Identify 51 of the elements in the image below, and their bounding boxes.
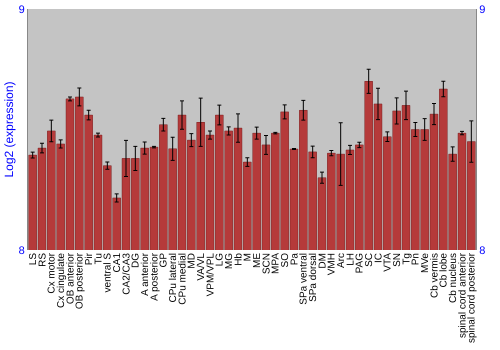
x-tick-label: Cx motor	[46, 252, 58, 294]
x-tick-label: OB posterior	[74, 252, 86, 310]
x-tick-label: SPa dorsal	[308, 253, 319, 302]
x-tick-label: GP	[158, 252, 170, 268]
y-axis-title: Log2 (expression)	[2, 81, 16, 178]
y2-tick-label: 9	[479, 4, 486, 16]
x-tick-label: VMH	[326, 253, 338, 276]
x-tick-label: MG	[224, 252, 235, 270]
x-tick-label: CA2/CA3	[121, 252, 132, 295]
x-tick-label: Tu	[93, 253, 104, 264]
x-tick-label: DM	[317, 253, 328, 269]
x-tick-label: CPu lateral	[168, 253, 179, 302]
x-tick-label: VA/VL	[196, 252, 207, 281]
x-tick-label: spinal cord posterior	[466, 252, 478, 344]
x-tick-label: CPu medial	[177, 253, 188, 305]
x-tick-label: Hb	[233, 252, 244, 266]
x-tick-label: Pa	[289, 252, 300, 266]
x-tick-label: MPA	[270, 252, 282, 274]
y2-tick-label: 8	[479, 244, 486, 257]
x-tick-label: Cx cingulate	[56, 252, 67, 308]
x-tick-label: DG	[130, 252, 142, 268]
x-tick-label: IC	[373, 253, 384, 263]
x-tick-label: LG	[214, 252, 226, 266]
x-tick-label: Pir	[84, 252, 95, 266]
x-tick-label: Tg	[401, 253, 412, 265]
x-tick-label: VPM/VPL	[205, 252, 216, 296]
x-tick-label: SN	[392, 253, 403, 267]
x-tick-label: Cb vermis	[429, 253, 440, 298]
x-tick-label: ME	[252, 252, 263, 268]
x-tick-label: SPa ventral	[298, 253, 310, 305]
x-tick-label: RS	[37, 252, 48, 267]
x-tick-label: SCN	[261, 253, 272, 274]
x-tick-label: SO	[280, 252, 291, 268]
x-tick-label: Cb lobe	[438, 252, 450, 288]
x-tick-label: ventral S	[102, 252, 114, 292]
x-tick-label: A posterior	[149, 252, 160, 301]
x-tick-label: OB anterior	[65, 252, 76, 304]
x-tick-label: LS	[28, 252, 39, 266]
x-tick-label: PAG	[354, 252, 366, 274]
x-tick-label: MD	[186, 253, 198, 269]
x-tick-label: Arc	[336, 253, 347, 268]
x-tick-label: CA1	[112, 252, 123, 272]
x-tick-label: SC	[364, 253, 375, 267]
x-tick-label: M	[242, 253, 254, 262]
x-tick-label: VTA	[382, 252, 394, 272]
x-tick-label: LH	[345, 253, 356, 266]
x-tick-label: A anterior	[140, 252, 151, 296]
x-tick-label: Pn	[410, 253, 422, 266]
x-tick-label: Cb nucleus	[448, 253, 459, 304]
x-tick-label: MVe	[420, 252, 431, 274]
x-tick-label: spinal cord anterior	[457, 252, 468, 338]
